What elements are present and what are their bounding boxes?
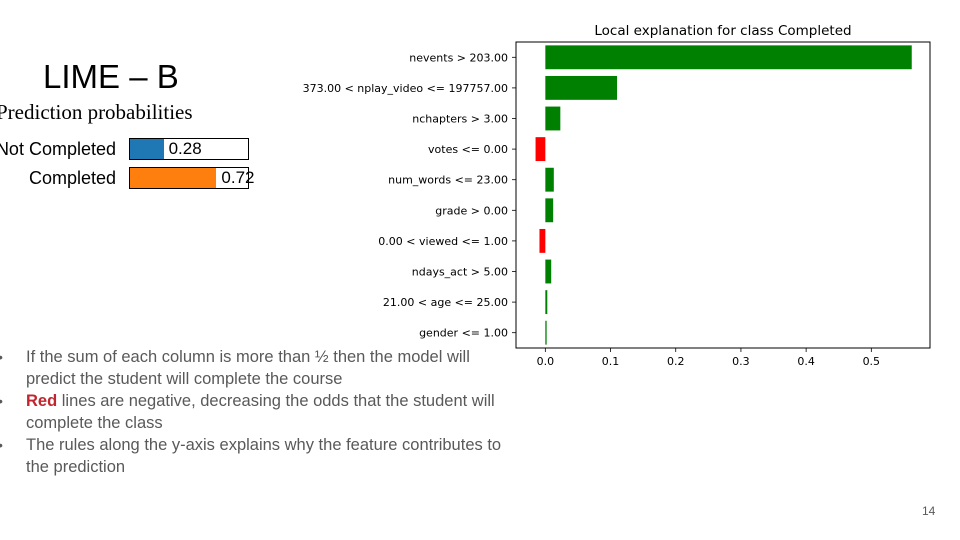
page-number: 14 [922, 504, 935, 518]
y-tick-label-3: nchapters > 3.00 [412, 113, 508, 126]
x-tick-label-4: 0.3 [732, 355, 750, 368]
bullet-dot-icon: • [0, 434, 3, 456]
y-tick-label-2: 373.00 < nplay_video <= 197757.00 [303, 82, 508, 95]
y-tick-label-9: 21.00 < age <= 25.00 [383, 296, 508, 309]
bar-6 [545, 198, 553, 222]
bar-4 [536, 137, 546, 161]
y-tick-label-1: nevents > 203.00 [409, 51, 508, 64]
bar-5 [545, 168, 553, 192]
bullet-highlight-red: Red [26, 392, 57, 410]
y-tick-label-8: ndays_act > 5.00 [412, 266, 508, 279]
bullet-item-1: • If the sum of each column is more than… [0, 346, 520, 390]
bullet-item-3: • The rules along the y-axis explains wh… [0, 434, 520, 478]
y-tick-label-6: grade > 0.00 [435, 204, 508, 217]
bullet-text-3: The rules along the y-axis explains why … [26, 436, 501, 476]
x-tick-label-2: 0.1 [602, 355, 620, 368]
bar-9 [545, 290, 547, 314]
x-tick-label-3: 0.2 [667, 355, 685, 368]
chart-title: Local explanation for class Completed [594, 23, 851, 39]
bullet-item-2: • Red lines are negative, decreasing the… [0, 390, 520, 434]
bullet-dot-icon: • [0, 346, 3, 368]
y-tick-label-5: num_words <= 23.00 [388, 174, 508, 187]
bar-1 [545, 45, 911, 69]
x-tick-label-1: 0.0 [537, 355, 555, 368]
bar-2 [545, 76, 617, 100]
bullet-text-2: lines are negative, decreasing the odds … [26, 392, 495, 432]
y-tick-label-4: votes <= 0.00 [428, 143, 508, 156]
y-tick-label-10: gender <= 1.00 [419, 327, 508, 340]
bullet-text-1: If the sum of each column is more than ½… [26, 348, 470, 388]
bar-3 [545, 107, 560, 131]
x-tick-label-6: 0.5 [863, 355, 881, 368]
bullet-dot-icon: • [0, 390, 3, 412]
y-tick-label-7: 0.00 < viewed <= 1.00 [378, 235, 508, 248]
bar-10 [545, 321, 546, 345]
x-tick-label-5: 0.4 [797, 355, 815, 368]
bar-7 [539, 229, 545, 253]
bar-8 [545, 260, 551, 284]
bullet-list: • If the sum of each column is more than… [0, 346, 520, 478]
